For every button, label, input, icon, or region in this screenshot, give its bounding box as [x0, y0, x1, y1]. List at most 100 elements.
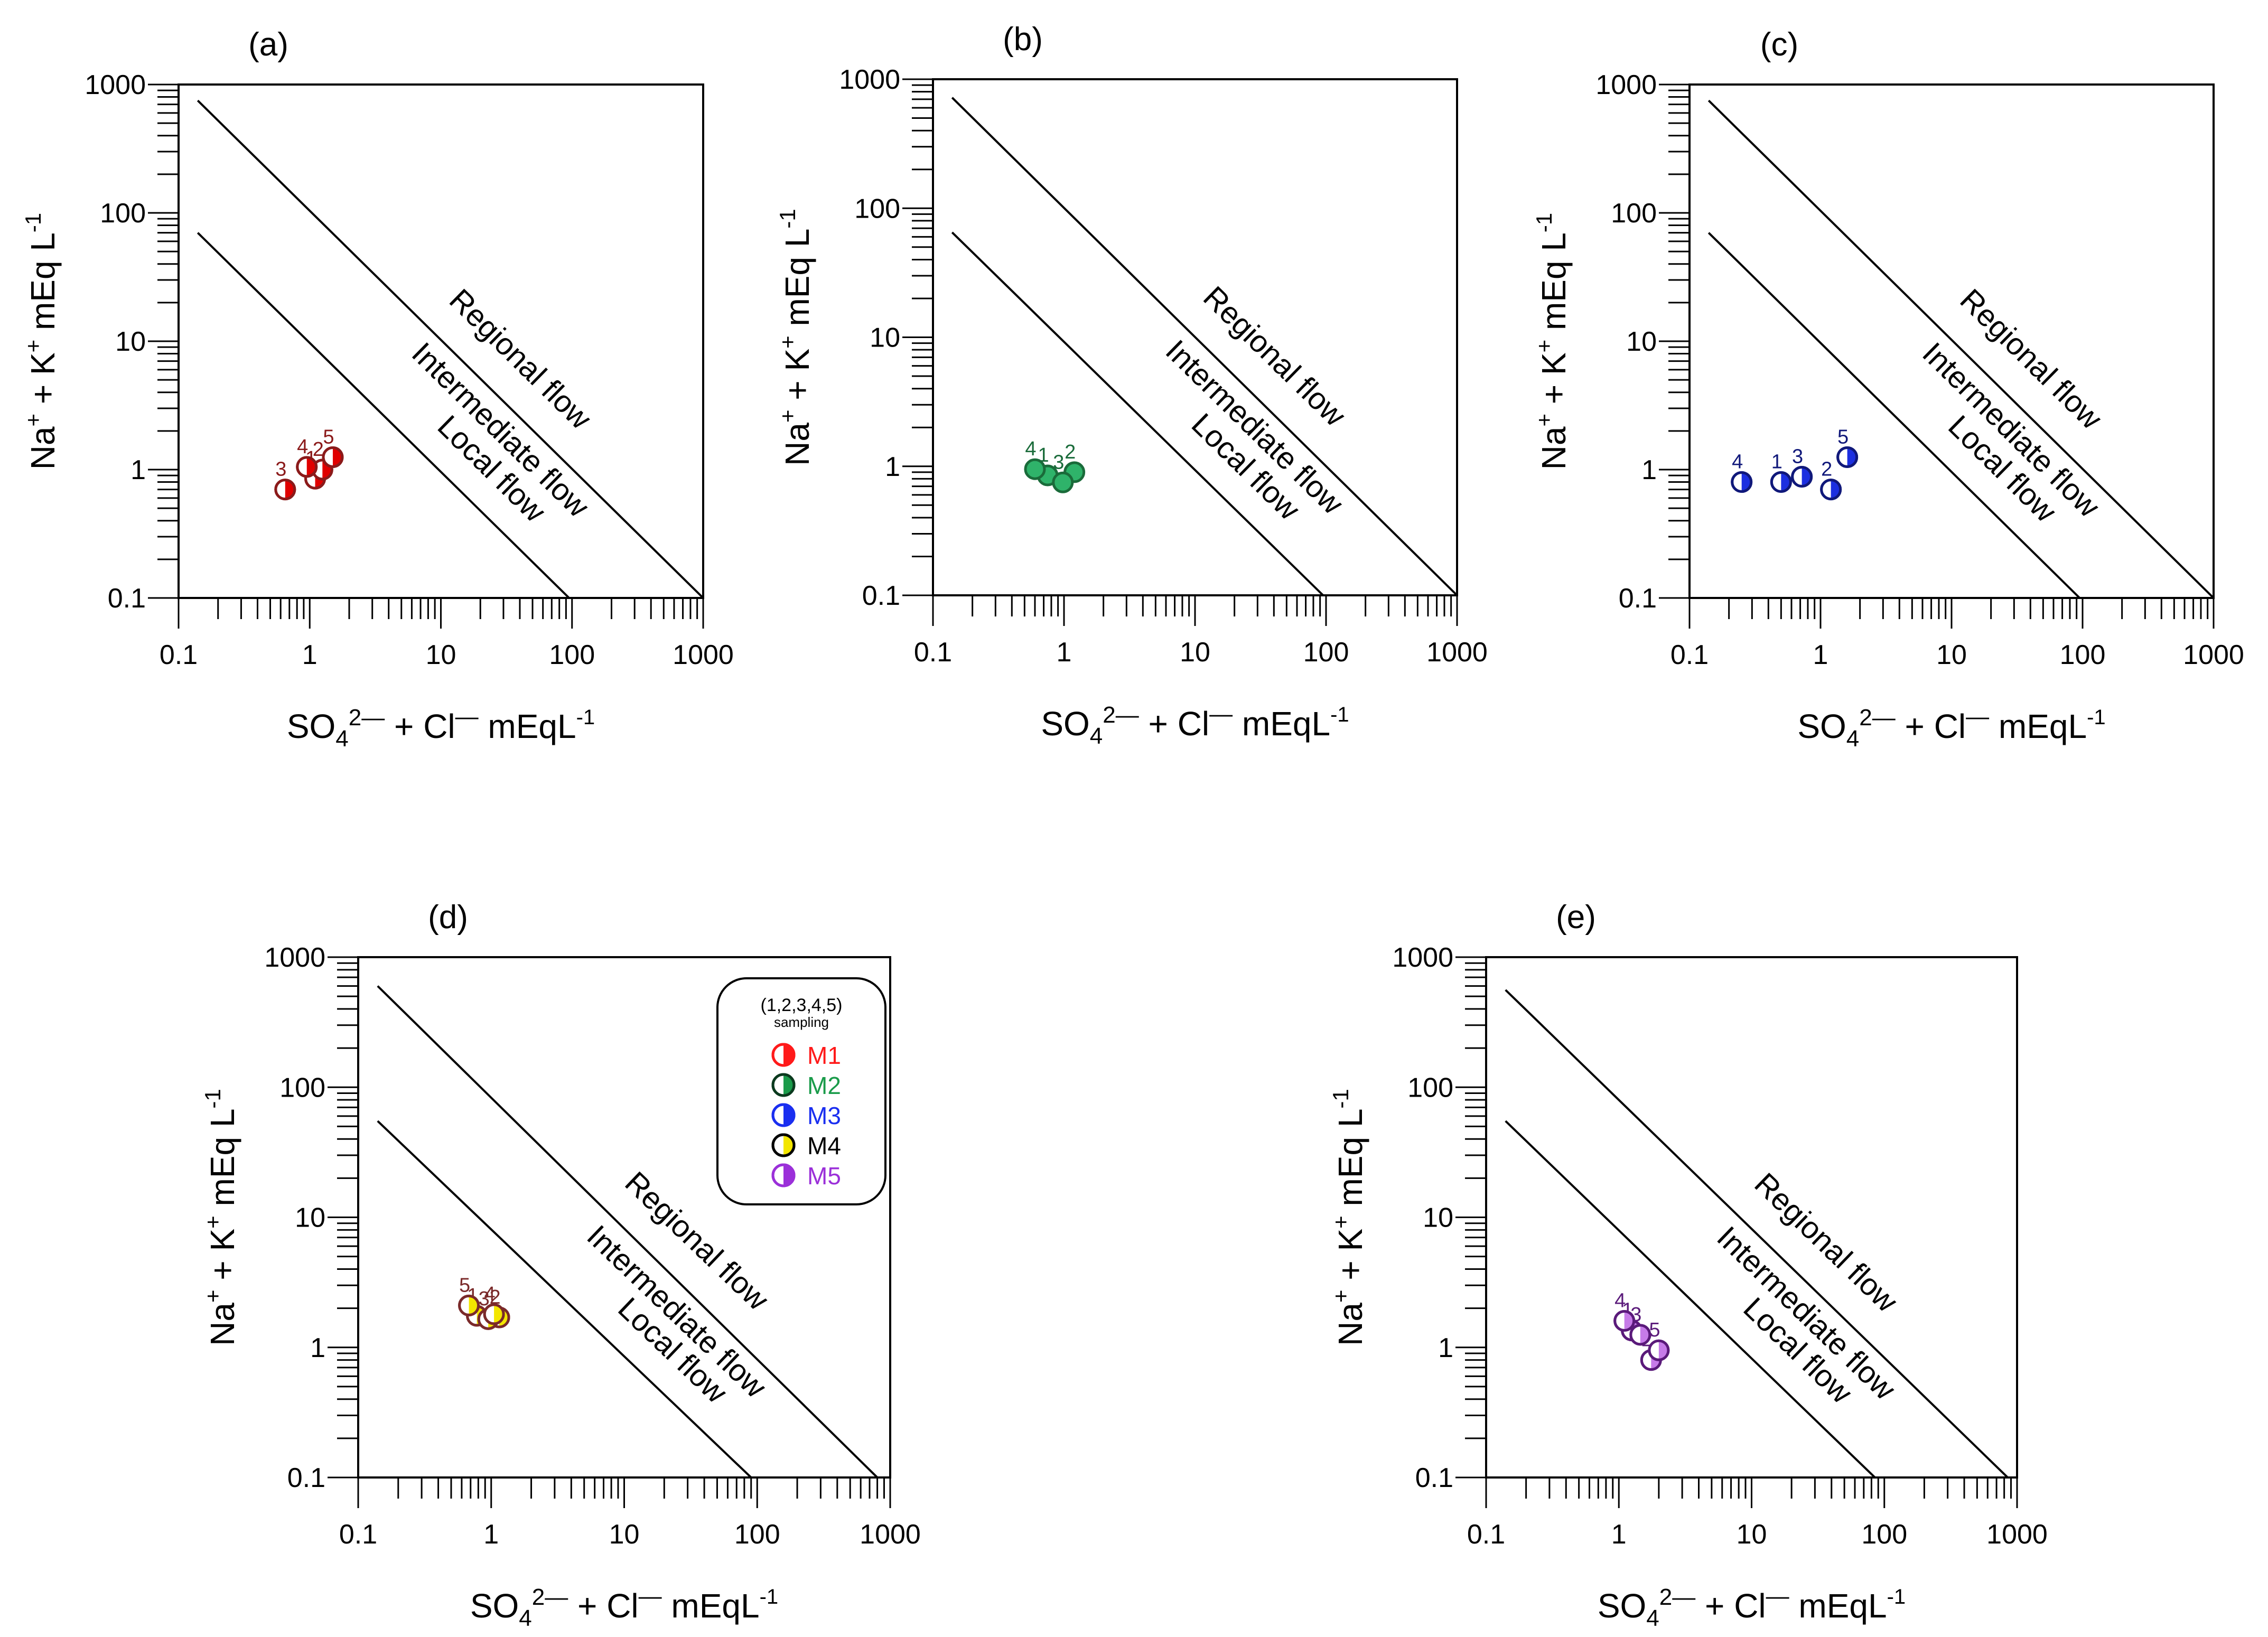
local-intermediate-boundary — [1707, 232, 2080, 599]
x-tick-label: 0.1 — [339, 1519, 377, 1550]
point-label: 3 — [1053, 451, 1064, 473]
x-tick-label: 0.1 — [1467, 1519, 1505, 1550]
data-point — [1052, 471, 1074, 493]
legend-subtitle: sampling — [774, 1014, 829, 1030]
panel-label: (e) — [1556, 899, 1596, 936]
data-point — [1731, 471, 1753, 493]
y-tick-label: 1 — [1438, 1333, 1453, 1363]
x-tick-label: 100 — [2060, 640, 2106, 670]
axis-ticks — [902, 78, 1458, 626]
point-label: 5 — [459, 1274, 470, 1296]
y-tick-label: 1000 — [1392, 942, 1453, 973]
intermediate-regional-boundary — [377, 985, 879, 1479]
x-tick-label: 10 — [1936, 640, 1967, 670]
panel-label: (c) — [1760, 26, 1798, 63]
x-tick-label: 0.1 — [160, 640, 198, 670]
x-tick-label: 0.1 — [914, 637, 952, 668]
point-label: 2 — [1821, 459, 1832, 481]
legend-entry-label: M2 — [807, 1072, 841, 1099]
point-label: 4 — [484, 1283, 496, 1305]
point-label: 3 — [275, 459, 286, 481]
x-tick-label: 1 — [483, 1519, 499, 1550]
x-axis-label: SO42— + Cl— mEqL-1 — [470, 1583, 778, 1631]
y-tick-label: 1000 — [1595, 70, 1657, 100]
point-label: 4 — [297, 436, 308, 458]
point-label: 5 — [323, 426, 334, 448]
x-tick-label: 1 — [302, 640, 318, 670]
local-intermediate-boundary — [377, 1120, 752, 1479]
legend-entry-label: M3 — [807, 1102, 841, 1129]
y-tick-label: 10 — [1423, 1203, 1453, 1233]
point-label: 4 — [1025, 438, 1036, 460]
data-point — [483, 1303, 505, 1325]
y-tick-label: 0.1 — [108, 583, 146, 614]
y-tick-label: 10 — [870, 323, 900, 353]
y-tick-label: 100 — [279, 1072, 325, 1103]
point-label: 3 — [1792, 445, 1803, 467]
panel-a: (a) 0.1 1 10 100 1000 0.1 1 10 100 1000 SO42— + Cl—… — [21, 26, 734, 752]
y-axis-label: Na+ + K+ mEq L-1 — [1532, 213, 1573, 470]
plot-frame — [1485, 956, 2018, 1479]
x-tick-label: 1000 — [860, 1519, 921, 1550]
point-label: 5 — [1649, 1319, 1660, 1341]
x-tick-label: 1000 — [673, 640, 734, 670]
data-point — [296, 456, 318, 478]
legend-marker — [771, 1073, 796, 1097]
axis-ticks — [148, 83, 704, 629]
x-tick-label: 1000 — [1426, 637, 1488, 668]
y-tick-label: 0.1 — [287, 1463, 325, 1493]
local-intermediate-boundary — [197, 232, 570, 599]
data-point — [274, 479, 296, 501]
legend-marker — [771, 1133, 796, 1157]
data-point — [1820, 479, 1842, 501]
y-tick-label: 1000 — [839, 64, 900, 95]
y-tick-label: 100 — [1407, 1072, 1453, 1103]
y-tick-label: 0.1 — [1619, 583, 1657, 614]
y-axis-label: Na+ + K+ mEq L-1 — [21, 213, 62, 470]
local-intermediate-boundary — [951, 231, 1324, 596]
y-tick-label: 0.1 — [862, 581, 900, 611]
point-label: 5 — [1837, 426, 1849, 448]
data-points: 1 234 — [1024, 438, 1086, 493]
panel-label: (d) — [428, 899, 468, 936]
y-axis-label: Na+ + K+ mEq L-1 — [200, 1089, 241, 1346]
point-label: 4 — [1732, 451, 1743, 473]
legend-marker — [771, 1043, 796, 1067]
point-label: 2 — [1065, 441, 1076, 463]
legend-entry-label: M4 — [807, 1132, 841, 1159]
x-tick-label: 10 — [1180, 637, 1210, 668]
x-tick-label: 1 — [1813, 640, 1828, 670]
legend-entry-label: M1 — [807, 1042, 841, 1069]
panel-label: (b) — [1003, 21, 1043, 58]
data-point — [1613, 1309, 1636, 1332]
legend-title: (1,2,3,4,5) — [761, 995, 843, 1015]
axis-ticks — [328, 956, 891, 1508]
point-label: 1 — [1771, 451, 1782, 473]
x-axis-label: SO42— + Cl— mEqL-1 — [287, 704, 595, 752]
y-tick-label: 1 — [1641, 455, 1657, 485]
data-point — [458, 1294, 480, 1316]
data-point — [1770, 471, 1792, 493]
y-tick-label: 1 — [130, 455, 146, 485]
y-tick-label: 1000 — [264, 942, 325, 973]
y-tick-label: 1 — [885, 452, 900, 482]
x-tick-label: 100 — [734, 1519, 780, 1550]
data-point — [1836, 446, 1859, 468]
point-label: 3 — [479, 1288, 490, 1310]
y-tick-label: 100 — [1611, 198, 1657, 229]
panel-e: (e) 0.1 1 10 100 1000 0.1 1 10 100 1000 SO42— + Cl—… — [1328, 899, 2048, 1631]
x-tick-label: 1000 — [2183, 640, 2244, 670]
x-tick-label: 100 — [1303, 637, 1349, 668]
intermediate-regional-boundary — [1505, 989, 2009, 1479]
point-label: 2 — [489, 1286, 500, 1308]
x-tick-label: 100 — [549, 640, 595, 670]
axis-ticks — [1659, 83, 2215, 629]
x-tick-label: 10 — [426, 640, 456, 670]
x-axis-label: SO42— + Cl— mEqL-1 — [1598, 1583, 1906, 1631]
data-point — [1791, 465, 1813, 488]
legend-marker — [771, 1103, 796, 1127]
y-tick-label: 10 — [115, 326, 146, 357]
